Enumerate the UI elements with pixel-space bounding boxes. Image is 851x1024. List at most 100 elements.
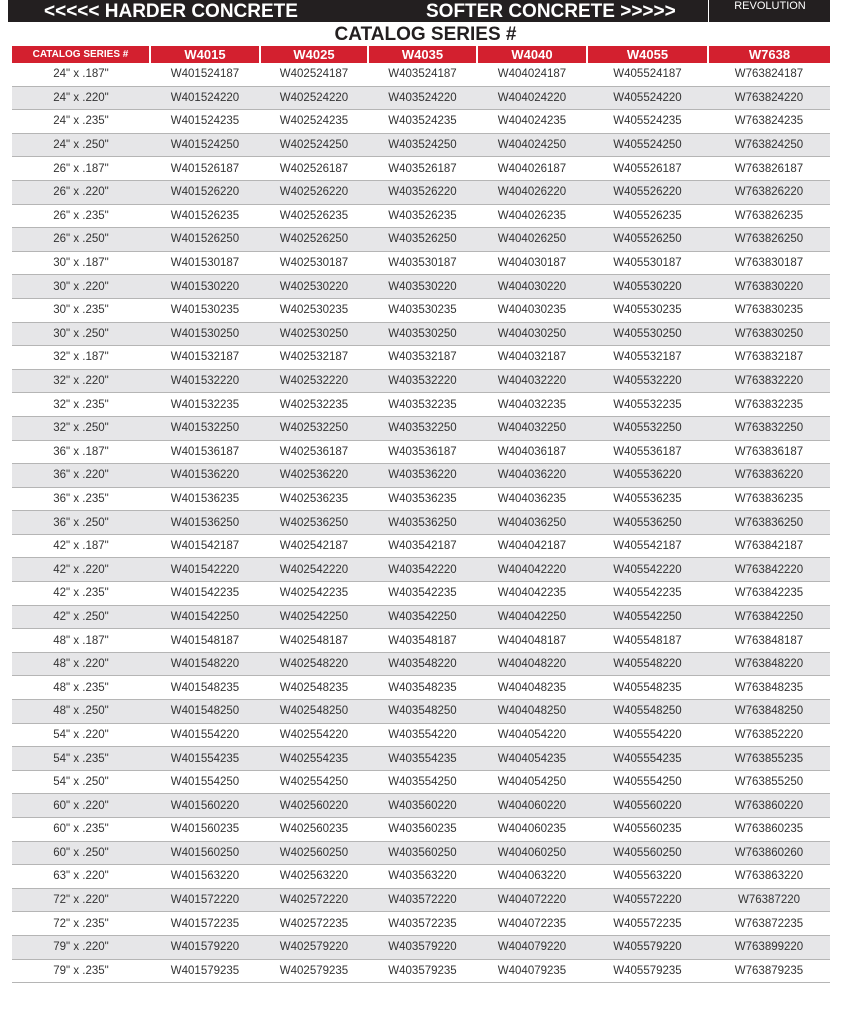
part-number-cell: W404030220 — [477, 274, 587, 299]
part-number-cell: W402554250 — [260, 770, 368, 795]
part-number-cell: W402560235 — [260, 817, 368, 842]
part-number-cell: W763848250 — [708, 699, 830, 724]
part-number-cell: W403524235 — [368, 109, 477, 134]
part-number-cell: W405579235 — [587, 959, 708, 984]
part-number-cell: W404072235 — [477, 911, 587, 936]
part-number-cell: W403526187 — [368, 156, 477, 181]
column-header: W4055 — [586, 46, 708, 63]
part-number-cell: W402526235 — [260, 204, 368, 229]
part-number-cell: W402554220 — [260, 723, 368, 748]
part-number-cell: W402530220 — [260, 274, 368, 299]
table-row: 79" x .235" W401579235 W402579235 W40357923… — [12, 959, 830, 984]
part-number-cell: W763824250 — [708, 133, 830, 158]
part-number-cell: W763830187 — [708, 251, 830, 276]
part-number-cell: W403530187 — [368, 251, 477, 276]
size-cell: 54" x .250" — [12, 770, 150, 795]
size-cell: 24" x .187" — [12, 63, 150, 87]
part-number-cell: W402532235 — [260, 392, 368, 417]
part-number-cell: W403579235 — [368, 959, 477, 984]
part-number-cell: W404024250 — [477, 133, 587, 158]
part-number-cell: W401542250 — [150, 605, 260, 630]
part-number-cell: W404048235 — [477, 675, 587, 701]
part-number-cell: W403524250 — [368, 133, 477, 158]
table-row: 32" x .220" W401532220 W402532220 W40353222… — [12, 369, 830, 394]
part-number-cell: W403524220 — [368, 86, 477, 111]
part-number-cell: W403548187 — [368, 628, 477, 653]
part-number-cell: W402526220 — [260, 180, 368, 205]
part-number-cell: W404026220 — [477, 180, 587, 205]
size-cell: 60" x .235" — [12, 817, 150, 842]
part-number-cell: W763872235 — [708, 911, 830, 936]
part-number-cell: W402530187 — [260, 251, 368, 276]
part-number-cell: W405554250 — [587, 770, 708, 795]
part-number-cell: W404054235 — [477, 746, 587, 771]
size-cell: 42" x .235" — [12, 581, 150, 606]
part-number-cell: W763842250 — [708, 605, 830, 630]
part-number-cell: W404079220 — [477, 935, 587, 960]
part-number-cell: W763826250 — [708, 227, 830, 252]
size-cell: 48" x .187" — [12, 628, 150, 653]
part-number-cell: W405532250 — [587, 416, 708, 441]
part-number-cell: W404036220 — [477, 463, 587, 488]
part-number-cell: W403532220 — [368, 369, 477, 394]
part-number-cell: W763824235 — [708, 109, 830, 134]
part-number-cell: W401563220 — [150, 864, 260, 889]
table-row: 36" x .235" W401536235 W402536235 W40353623… — [12, 487, 830, 512]
part-number-cell: W763848235 — [708, 675, 830, 701]
part-number-cell: W401532250 — [150, 416, 260, 441]
part-number-cell: W405532220 — [587, 369, 708, 394]
part-number-cell: W404063220 — [477, 864, 587, 889]
part-number-cell: W404060220 — [477, 793, 587, 818]
part-number-cell: W401526235 — [150, 204, 260, 229]
part-number-cell: W763830250 — [708, 322, 830, 347]
part-number-cell: W401579235 — [150, 959, 260, 984]
part-number-cell: W405548250 — [587, 699, 708, 724]
size-cell: 36" x .220" — [12, 463, 150, 488]
part-number-cell: W403560220 — [368, 793, 477, 818]
part-number-cell: W763842235 — [708, 581, 830, 606]
part-number-cell: W401548250 — [150, 699, 260, 724]
size-cell: 72" x .235" — [12, 911, 150, 936]
part-number-cell: W403536250 — [368, 510, 477, 535]
column-header: W7638 — [707, 46, 830, 63]
table-row: 42" x .235" W401542235 W402542235 W40354223… — [12, 581, 830, 606]
part-number-cell: W404079235 — [477, 959, 587, 984]
table-row: 72" x .235" W401572235 W402572235 W40357223… — [12, 911, 830, 936]
part-number-cell: W401532220 — [150, 369, 260, 394]
table-row: 54" x .235" W401554235 W402554235 W40355423… — [12, 746, 830, 771]
part-number-cell: W402532187 — [260, 345, 368, 370]
part-number-cell: W405579220 — [587, 935, 708, 960]
size-cell: 54" x .235" — [12, 746, 150, 771]
part-number-cell: W404030187 — [477, 251, 587, 276]
part-number-cell: W405524187 — [587, 63, 708, 87]
size-cell: 79" x .235" — [12, 959, 150, 984]
part-number-cell: W403563220 — [368, 864, 477, 889]
size-cell: 48" x .220" — [12, 652, 150, 677]
part-number-cell: W403524187 — [368, 63, 477, 87]
part-number-cell: W763852220 — [708, 723, 830, 748]
part-number-cell: W405548187 — [587, 628, 708, 653]
part-number-cell: W401560250 — [150, 841, 260, 866]
part-number-cell: W405536235 — [587, 487, 708, 512]
part-number-cell: W403560250 — [368, 841, 477, 866]
table-row: 48" x .220" W401548220 W402548220 W40354822… — [12, 652, 830, 677]
part-number-cell: W402524220 — [260, 86, 368, 111]
part-number-cell: W405532187 — [587, 345, 708, 370]
part-number-cell: W763836235 — [708, 487, 830, 512]
table-row: 36" x .250" W401536250 W402536250 W40353625… — [12, 510, 830, 535]
part-number-cell: W763832220 — [708, 369, 830, 394]
part-number-cell: W404036235 — [477, 487, 587, 512]
table-row: 30" x .250" W401530250 W402530250 W40353025… — [12, 322, 830, 347]
part-number-cell: W405563220 — [587, 864, 708, 889]
part-number-cell: W401526250 — [150, 227, 260, 252]
part-number-cell: W404048250 — [477, 699, 587, 724]
part-number-cell: W402548235 — [260, 675, 368, 701]
part-number-cell: W402526187 — [260, 156, 368, 181]
part-number-cell: W405526187 — [587, 156, 708, 181]
part-number-cell: W405526220 — [587, 180, 708, 205]
part-number-cell: W403542250 — [368, 605, 477, 630]
revolution-label: REVOLUTION — [708, 0, 831, 22]
size-cell: 32" x .235" — [12, 392, 150, 417]
catalog-table: CATALOG SERIES # W4015 W4025 W4035 W4040 W405… — [12, 46, 830, 984]
table-row: 24" x .250" W401524250 W402524250 W40352425… — [12, 133, 830, 158]
